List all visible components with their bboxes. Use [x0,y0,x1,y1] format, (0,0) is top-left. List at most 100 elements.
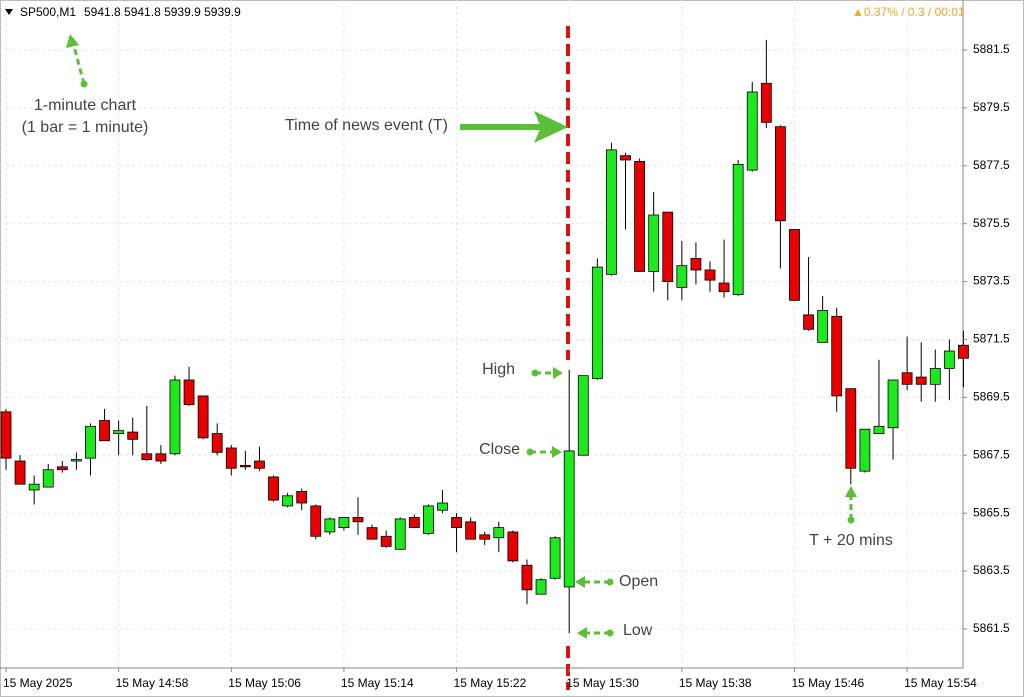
candle-body [56,466,68,471]
y-tick-label: 5871.5 [973,332,1010,346]
y-tick-label: 5877.5 [973,158,1010,172]
x-tick-label: 15 May 15:30 [566,676,639,690]
arrow-head [577,627,587,639]
candle-body [282,495,294,507]
candle-body [690,258,702,271]
candle-body [366,527,378,540]
candle-body [437,502,448,511]
candle-body [535,579,547,595]
candle-body [803,314,814,330]
x-tick-label: 15 May 15:06 [228,676,301,690]
candle-body [394,518,406,550]
quote: 5941.8 5941.8 5939.9 5939.9 [84,5,241,19]
annotation: Time of news event (T) [285,117,448,134]
candle-body [507,531,519,562]
y-tick-label: 5869.5 [973,390,1010,404]
x-tick-label: 15 May 15:22 [454,676,527,690]
arrow-dot [847,516,855,524]
candle-body [197,395,209,439]
candle-body [352,517,364,523]
arrow-head [553,367,563,379]
candle-body [620,155,631,161]
candle-body [71,459,82,462]
candle-body [296,491,308,504]
candle-body [239,464,251,468]
arrow-head [552,446,562,458]
candle-body [859,428,871,472]
candle-body [28,483,40,491]
candle-body [268,476,279,501]
arrow-dot [80,80,88,88]
candle-body [873,425,885,434]
candle-body [465,521,477,540]
arrow-dot [606,578,614,586]
candle-body [99,420,110,442]
x-tick-label: 15 May 15:46 [791,676,864,690]
candle-body [338,517,350,529]
y-tick-label: 5873.5 [973,274,1010,288]
arrow [72,45,86,85]
arrow-head [66,34,79,48]
candles [0,39,969,634]
annotation: Open [619,573,658,590]
grid [0,0,963,668]
candle-body [676,265,688,288]
menu-triangle[interactable] [5,9,13,15]
candle-body [141,453,153,460]
candle-body [451,517,462,529]
annotation: High [482,361,515,378]
x-tick-label: 15 May 15:38 [679,676,752,690]
x-tick-label: 15 May 2025 [3,676,73,690]
candle-body [817,310,829,343]
arrow-head [845,486,857,497]
arrow-head [534,111,568,143]
candle-body [648,214,660,272]
candle-body [225,447,237,469]
annotation: T + 20 mins [809,532,893,549]
x-tick-label: 15 May 14:58 [116,676,189,690]
arrow-dot [531,369,539,377]
candle-body [310,505,322,537]
candle-body [563,450,575,588]
y-tick-label: 5879.5 [973,100,1010,114]
candle-body [422,505,434,534]
candle-body [634,161,645,272]
candle-body [943,350,955,369]
y-tick-label: 5867.5 [973,447,1010,461]
annotation: Low [623,622,653,639]
candle-body [718,282,730,293]
candle-body [662,211,674,282]
candle-body [746,91,758,171]
arrow-head [575,576,585,588]
candle-body [915,376,927,385]
candle-body [521,564,533,591]
candle-body [845,388,857,469]
y-tick-label: 5863.5 [973,563,1010,577]
arrow-dot [606,629,614,637]
annotation: (1 bar = 1 minute) [22,119,149,136]
candle-body [831,315,843,397]
y-tick-label: 5881.5 [973,42,1010,56]
candle-body [127,431,139,440]
candle-body [732,163,744,295]
candle-body [155,453,167,462]
candle-body [958,344,969,359]
candle-body [775,126,786,222]
candle-body [211,433,223,453]
candle-body [479,534,491,540]
candle-body [591,266,603,379]
candle-body [549,537,561,579]
x-tick-label: 15 May 15:54 [904,676,977,690]
candle-body [577,375,589,456]
candle-body [760,82,772,123]
status: ▲0.37% / 0.3 / 00:01 [852,5,965,19]
annotation: Close [479,441,520,458]
candle-body [254,460,265,469]
candle-body [606,149,617,275]
x-tick-label: 15 May 15:14 [341,676,414,690]
candle-body [901,372,913,385]
annotation: 1-minute chart [34,97,137,114]
arrow-dot [526,448,534,456]
